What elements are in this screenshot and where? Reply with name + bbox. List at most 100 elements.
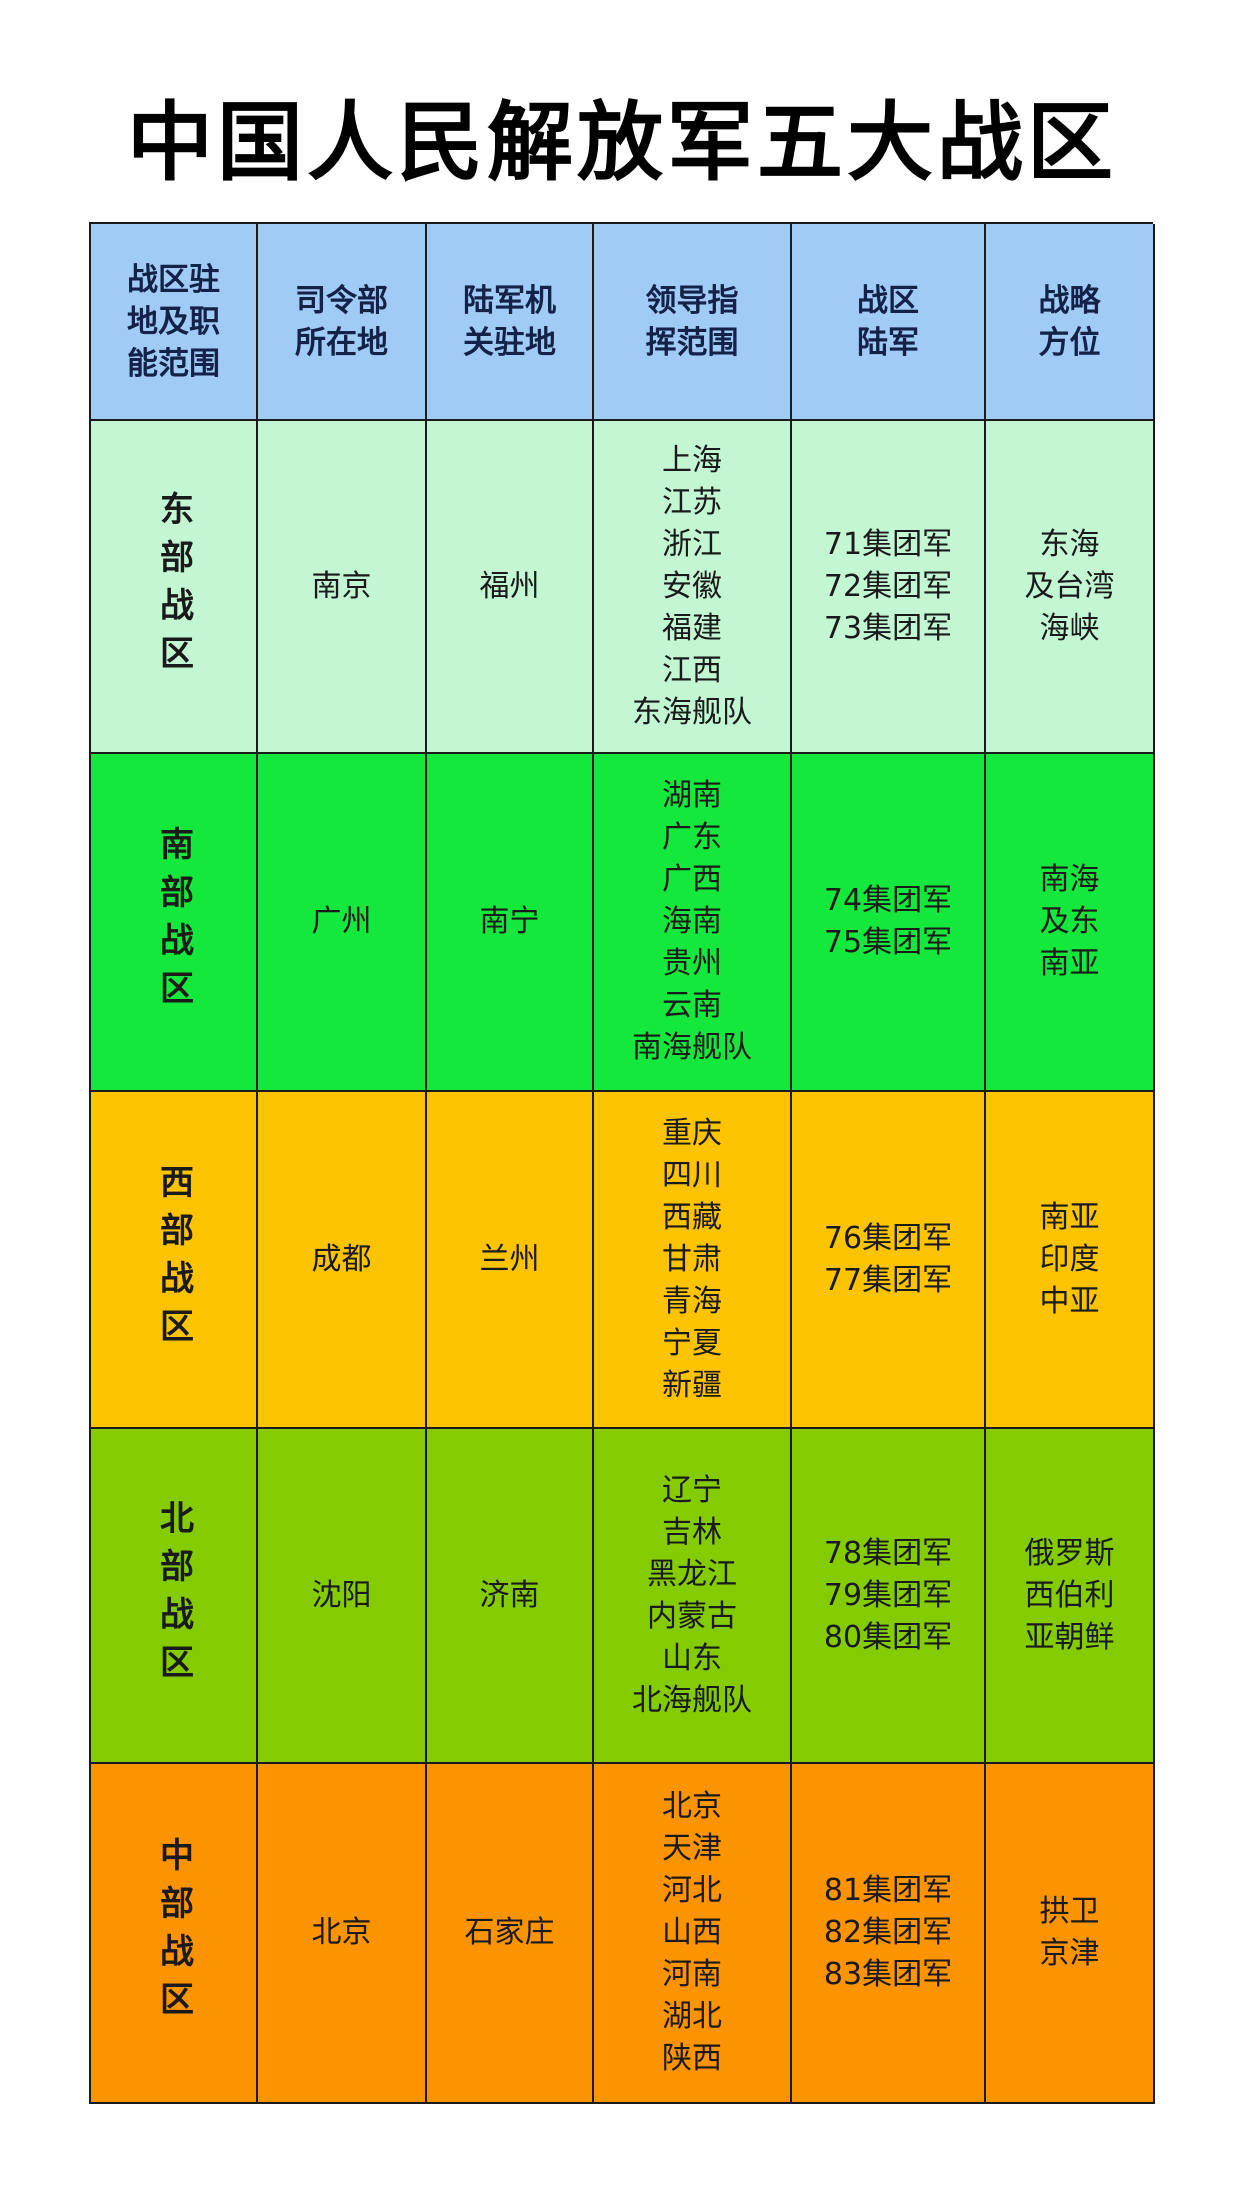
cell-line: 北海舰队 [632,1682,752,1718]
cell-lines: 71集团军 72集团军 73集团军 [824,524,952,650]
cell-line: 83集团军 [823,1957,953,1992]
cell-line: 俄罗斯 [1024,1535,1115,1571]
cell-lines: 广州 [312,901,372,943]
group-armies-cell: 74集团军 75集团军 [792,754,986,1092]
strategic-direction-cell: 拱卫 京津 [986,1764,1155,2104]
cell-lines: 沈阳 [312,1575,372,1617]
army-hq-cell: 南宁 [427,754,594,1092]
cell-lines: 兰州 [480,1239,540,1281]
army-hq-cell: 兰州 [427,1092,594,1429]
cell-lines: 领导指 挥范围 [646,280,739,364]
cell-line: 南亚 [1039,1199,1100,1235]
cell-line: 河北 [662,1873,722,1908]
hq-cell: 成都 [258,1092,427,1429]
group-armies-cell: 81集团军 82集团军 83集团军 [792,1764,986,2104]
cell-line: 重庆 [662,1115,722,1151]
cell-lines: 成都 [312,1239,372,1281]
cell-line: 济南 [479,1577,540,1613]
hq-cell: 沈阳 [258,1429,427,1764]
cell-line: 甘肃 [662,1241,722,1277]
cell-lines: 76集团军 77集团军 [824,1218,952,1302]
strategic-direction-cell: 南亚 印度 中亚 [986,1092,1155,1429]
cell-line: 南宁 [479,904,540,939]
cell-line: 浙江 [662,526,722,562]
header-cell: 战区 陆军 [792,224,986,421]
cell-line: 及台湾 [1024,568,1115,604]
cell-lines: 74集团军 75集团军 [824,880,952,964]
zone-name: 北部战区 [153,1499,194,1692]
cell-line: 西藏 [662,1199,722,1235]
strategic-direction-cell: 俄罗斯 西伯利 亚朝鲜 [986,1429,1155,1764]
cell-line: 东海 [1039,526,1100,562]
cell-line: 吉林 [662,1514,722,1550]
cell-line: 福州 [479,568,540,604]
cell-line: 沈阳 [311,1577,372,1613]
cell-line: 78集团军 [823,1535,953,1571]
cell-line: 战区驻 [127,261,220,298]
header-cell: 战略 方位 [986,224,1155,421]
theater-commands-table: 战区驻 地及职 能范围 司令部 所在地 陆军机 关驻地 领导指 挥范围 战区 陆军 战略 方位 东部战区南… [89,222,1155,2104]
header-cell: 司令部 所在地 [258,224,427,421]
cell-line: 山西 [662,1915,722,1950]
cell-lines: 北京 天津 河北 山西 河南 湖北 陕西 [662,1786,722,2080]
cell-lines: 上海 江苏 浙江 安徽 福建 江西 东海舰队 [632,440,752,734]
cell-line: 印度 [1039,1241,1100,1277]
cell-lines: 战略 方位 [1039,280,1101,364]
cell-line: 地及职 [127,303,220,340]
command-scope-cell: 辽宁 吉林 黑龙江 内蒙古 山东 北海舰队 [594,1429,792,1764]
cell-line: 黑龙江 [647,1556,737,1592]
cell-line: 司令部 [295,282,388,319]
cell-line: 82集团军 [823,1915,953,1950]
cell-line: 海南 [662,904,722,939]
cell-lines: 南京 [312,566,372,608]
cell-line: 战略 [1038,282,1101,319]
zone-name: 西部战区 [153,1163,194,1356]
cell-line: 76集团军 [823,1220,953,1256]
cell-line: 青海 [662,1283,722,1319]
command-scope-cell: 重庆 四川 西藏 甘肃 青海 宁夏 新疆 [594,1092,792,1429]
cell-line: 74集团军 [823,883,953,918]
cell-line: 天津 [662,1831,722,1866]
cell-lines: 战区驻 地及职 能范围 [127,259,220,385]
cell-line: 京津 [1039,1936,1100,1971]
cell-line: 东海舰队 [632,694,752,730]
hq-cell: 南京 [258,421,427,754]
command-scope-cell: 北京 天津 河北 山西 河南 湖北 陕西 [594,1764,792,2104]
cell-line: 上海 [662,442,722,478]
zone-name: 中部战区 [153,1837,194,2029]
cell-lines: 78集团军 79集团军 80集团军 [824,1533,952,1659]
cell-line: 湖北 [662,1999,722,2034]
cell-line: 贵州 [662,946,722,981]
cell-line: 南亚 [1039,946,1100,981]
cell-line: 安徽 [662,568,722,604]
zone-name-cell: 东部战区 [91,421,258,754]
zone-name-cell: 西部战区 [91,1092,258,1429]
cell-line: 72集团军 [823,568,953,604]
cell-line: 江西 [662,652,722,688]
cell-line: 云南 [662,988,722,1023]
zone-name: 南部战区 [153,826,194,1018]
cell-lines: 东海 及台湾 海峡 [1025,524,1115,650]
cell-line: 81集团军 [823,1873,953,1908]
army-hq-cell: 福州 [427,421,594,754]
cell-line: 及东 [1039,904,1100,939]
cell-line: 拱卫 [1039,1894,1100,1929]
zone-name-cell: 中部战区 [91,1764,258,2104]
cell-line: 71集团军 [823,526,953,562]
cell-lines: 俄罗斯 西伯利 亚朝鲜 [1025,1533,1115,1659]
cell-line: 75集团军 [823,925,953,960]
cell-lines: 重庆 四川 西藏 甘肃 青海 宁夏 新疆 [662,1113,722,1407]
page-title: 中国人民解放军五大战区 [127,92,1117,193]
command-scope-cell: 上海 江苏 浙江 安徽 福建 江西 东海舰队 [594,421,792,754]
cell-line: 湖南 [662,778,722,813]
cell-line: 广州 [311,904,372,939]
cell-line: 南海 [1039,862,1100,897]
cell-line: 陕西 [662,2041,722,2076]
cell-line: 山东 [662,1640,722,1676]
army-hq-cell: 济南 [427,1429,594,1764]
cell-lines: 南海 及东 南亚 [1040,859,1100,985]
zone-name-cell: 南部战区 [91,754,258,1092]
cell-line: 辽宁 [662,1472,722,1508]
cell-line: 中亚 [1039,1283,1100,1319]
cell-line: 海峡 [1039,610,1100,646]
